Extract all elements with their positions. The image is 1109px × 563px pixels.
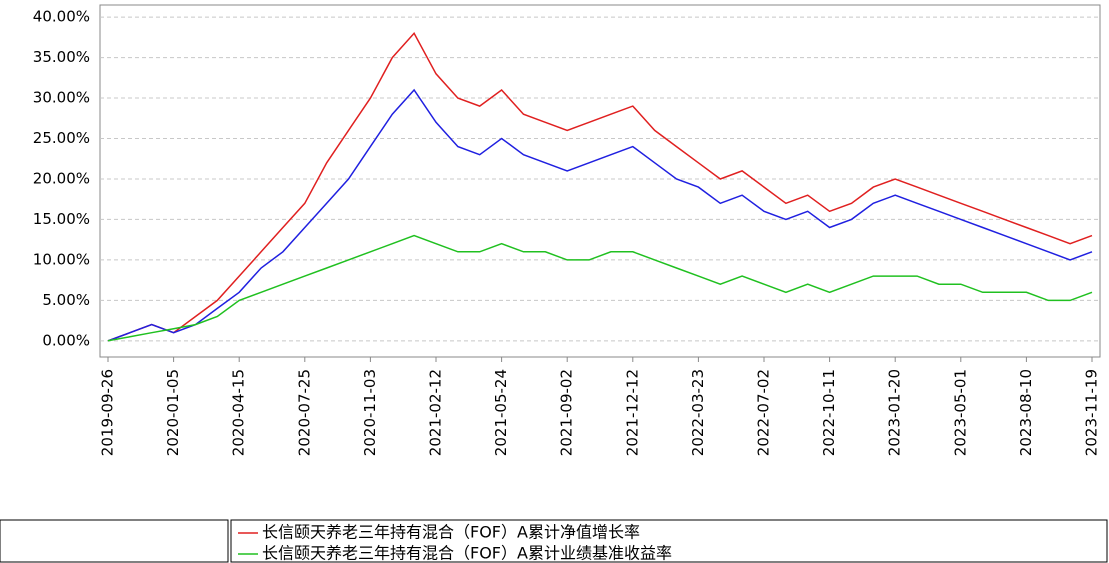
x-tick-label: 2021-02-12 <box>427 369 445 456</box>
x-tick-label: 2019-09-26 <box>99 369 117 456</box>
y-tick-label: 20.00% <box>33 169 90 187</box>
y-tick-label: 35.00% <box>33 48 90 66</box>
chart: 长信颐天养老三年持有混合（FOF）A累计净值增长率长信颐天养老三年持有混合（FO… <box>0 0 1109 563</box>
x-tick-label: 2021-05-24 <box>492 369 510 456</box>
y-tick-label: 25.00% <box>33 129 90 147</box>
x-tick-label: 2022-03-23 <box>689 369 707 456</box>
x-tick-label: 2023-11-19 <box>1083 369 1101 456</box>
y-tick-label: 10.00% <box>33 250 90 268</box>
y-tick-label: 15.00% <box>33 210 90 228</box>
x-tick-label: 2021-09-02 <box>558 369 576 456</box>
x-tick-label: 2023-08-10 <box>1017 369 1035 456</box>
x-tick-label: 2020-07-25 <box>295 369 313 456</box>
x-tick-label: 2023-05-01 <box>951 369 969 456</box>
x-tick-label: 2020-04-15 <box>230 369 248 456</box>
y-tick-label: 5.00% <box>42 291 90 309</box>
series-line <box>108 90 1092 341</box>
series-line <box>108 236 1092 341</box>
x-tick-label: 2023-01-20 <box>886 369 904 456</box>
legend-left-box <box>0 520 228 562</box>
legend: 长信颐天养老三年持有混合（FOF）A累计净值增长率长信颐天养老三年持有混合（FO… <box>238 523 672 563</box>
x-tick-label: 2020-01-05 <box>164 369 182 456</box>
legend-label: 长信颐天养老三年持有混合（FOF）A累计净值增长率 <box>262 523 640 542</box>
x-tick-label: 2020-11-03 <box>361 369 379 456</box>
y-tick-label: 0.00% <box>42 331 90 349</box>
x-tick-label: 2022-07-02 <box>755 369 773 456</box>
y-tick-label: 40.00% <box>33 8 90 26</box>
x-tick-label: 2022-10-11 <box>820 369 838 456</box>
y-tick-label: 30.00% <box>33 89 90 107</box>
x-tick-label: 2021-12-12 <box>623 369 641 456</box>
legend-label: 长信颐天养老三年持有混合（FOF）A累计业绩基准收益率 <box>262 544 672 563</box>
